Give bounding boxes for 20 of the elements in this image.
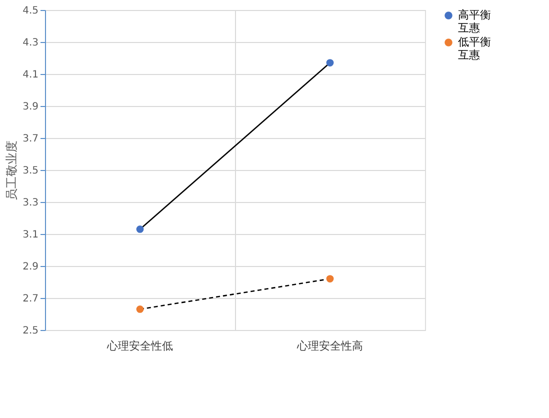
point: [136, 226, 144, 233]
point: [136, 306, 144, 313]
y-tick-label: 3.7: [22, 134, 38, 144]
y-tick-label: 3.5: [22, 166, 38, 176]
y-tick-label: 2.9: [22, 262, 38, 272]
legend-label: 高平衡互惠: [458, 8, 491, 34]
x-tick-label: 心理安全性低: [106, 340, 173, 352]
y-tick-label: 4.1: [22, 70, 38, 80]
y-tick-label: 2.7: [22, 294, 38, 304]
y-tick-label: 4.3: [22, 38, 38, 48]
y-tick-label: 3.1: [22, 230, 38, 240]
point: [326, 275, 334, 282]
y-tick-label: 2.5: [22, 326, 38, 336]
y-tick-label: 3.3: [22, 198, 38, 208]
point: [326, 59, 334, 66]
legend-label: 低平衡互惠: [458, 36, 491, 62]
y-tick-label: 4.5: [22, 6, 38, 16]
x-tick-label: 心理安全性高: [296, 340, 363, 352]
y-tick-label: 3.9: [22, 102, 38, 112]
y-axis-title: 员工敬业度: [4, 140, 19, 200]
